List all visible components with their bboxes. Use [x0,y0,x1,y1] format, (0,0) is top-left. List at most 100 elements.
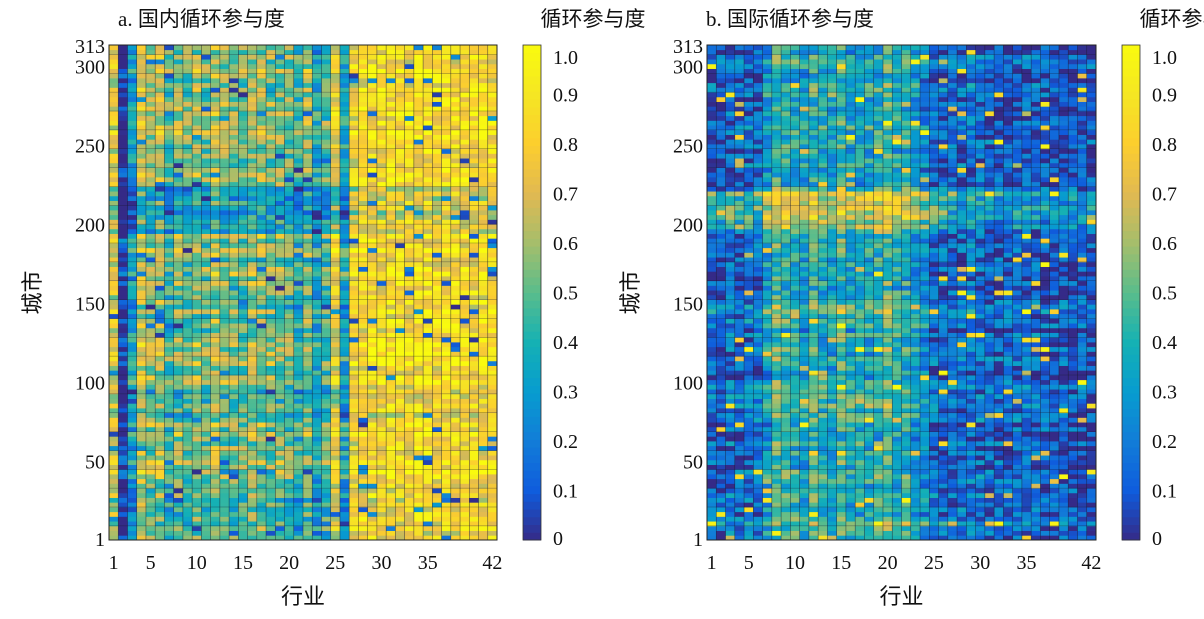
heatmap-cell [432,318,442,324]
heatmap-cell [275,247,285,253]
heatmap-cell [339,511,350,517]
heatmap-cell [349,422,359,428]
heatmap-cell [330,356,341,362]
heatmap-cell [469,205,479,211]
heatmap-cell [413,111,424,117]
heatmap-cell [358,393,369,399]
heatmap-cell [450,139,461,145]
heatmap-cell [293,474,304,480]
heatmap-cell [386,139,396,145]
heatmap-cell [127,450,138,456]
heatmap-cell [321,521,332,527]
heatmap-cell [376,49,387,55]
heatmap-cell [367,384,378,390]
heatmap-cell [192,153,202,159]
heatmap-cell [413,483,424,489]
colorbar-tick-label: 0.4 [553,332,578,354]
heatmap-cell [303,375,313,381]
heatmap-cell [432,101,442,107]
heatmap-cell [109,337,119,343]
heatmap-cell [201,252,212,258]
heatmap-cell [330,313,341,319]
heatmap-cell [136,450,147,456]
heatmap-cell [1031,507,1041,513]
heatmap-cell [432,238,442,244]
heatmap-cell [330,492,341,498]
heatmap-cell [367,285,378,291]
heatmap-cell [284,257,295,263]
heatmap-cell [136,507,147,513]
heatmap-cell [855,525,865,531]
colorbar-segment [523,393,541,402]
heatmap-cell [201,379,212,385]
heatmap-cell [118,492,128,498]
heatmap-cell [487,379,498,385]
heatmap-cell [469,144,479,150]
heatmap-cell [395,285,406,291]
heatmap-cell [266,417,276,423]
heatmap-cell [145,294,156,300]
heatmap-cell [339,153,350,159]
heatmap-cell [312,129,322,135]
heatmap-cell [441,247,452,253]
y-tick-label: 150 [75,294,105,316]
heatmap-cell [173,483,184,489]
heatmap-cell [423,469,433,475]
heatmap-cell [395,417,406,423]
heatmap-cell [395,379,406,385]
heatmap-cell [219,360,230,366]
heatmap-cell [423,73,433,79]
heatmap-cell [192,309,202,315]
heatmap-cell [469,129,479,135]
heatmap-cell [1077,497,1088,503]
heatmap-cell [707,492,717,498]
heatmap-cell [312,337,322,343]
heatmap-cell [219,144,230,150]
heatmap-cell [136,535,147,541]
heatmap-cell [1068,530,1078,536]
heatmap-cell [349,346,359,352]
heatmap-cell [182,181,193,187]
heatmap-cell [284,459,295,465]
heatmap-cell [238,167,248,173]
heatmap-cell [441,530,452,536]
heatmap-cell [423,181,433,187]
heatmap-cell [339,535,350,541]
heatmap-cell [469,92,479,98]
colorbar-segment [523,462,541,471]
heatmap-cell [478,243,489,249]
heatmap-cell [127,351,138,357]
heatmap-cell [460,49,470,55]
heatmap-cell [284,304,295,310]
heatmap-cell [256,238,267,244]
heatmap-cell [266,525,276,531]
heatmap-cell [413,148,424,154]
heatmap-cell [173,96,184,102]
heatmap-cell [247,309,258,315]
heatmap-cell [367,252,378,258]
heatmap-cell [210,478,221,484]
heatmap-cell [487,426,498,432]
heatmap-cell [312,389,322,395]
heatmap-cell [109,313,119,319]
heatmap-cell [808,507,819,513]
heatmap-cell [247,337,258,343]
heatmap-cell [450,78,461,84]
heatmap-cell [469,158,479,164]
heatmap-cell [247,445,258,451]
heatmap-cell [460,478,470,484]
heatmap-cell [367,45,378,51]
heatmap-cell [173,426,184,432]
heatmap-cell [164,469,175,475]
heatmap-cell [145,384,156,390]
heatmap-cell [145,214,156,220]
heatmap-cell [219,393,230,399]
heatmap-cell [395,280,406,286]
heatmap-cell [201,125,212,131]
heatmap-cell [109,276,119,282]
heatmap-cell [229,379,239,385]
heatmap-cell [432,521,442,527]
heatmap-cell [487,313,498,319]
heatmap-cell [136,309,147,315]
heatmap-cell [339,87,350,93]
